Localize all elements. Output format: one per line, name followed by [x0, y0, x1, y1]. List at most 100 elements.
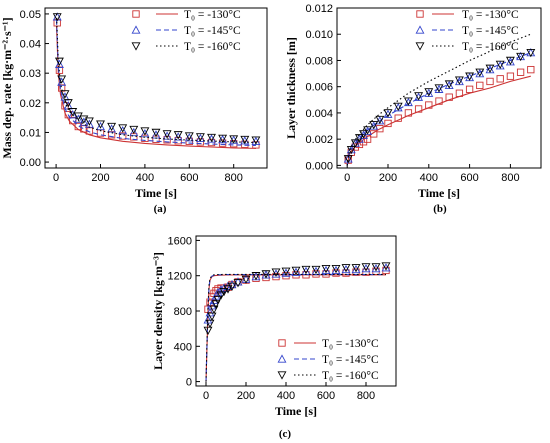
data-point [291, 267, 301, 276]
plot-area [343, 33, 536, 166]
x-tick-label: 600 [180, 172, 198, 184]
data-point [162, 130, 172, 139]
data-point [361, 263, 371, 272]
data-point [465, 85, 474, 93]
data-point [219, 287, 229, 297]
data-point [291, 266, 301, 276]
data-point [60, 90, 70, 99]
data-point [341, 264, 351, 273]
y-tick-label: 400 [174, 341, 192, 353]
data-point [118, 124, 128, 133]
x-tick-label: 400 [277, 390, 295, 402]
data-point [173, 131, 183, 140]
data-point [371, 263, 381, 272]
data-point [251, 136, 261, 145]
data-point [321, 265, 331, 275]
y-tick-label: 0.02 [20, 98, 41, 110]
series-1 [344, 65, 535, 166]
series-2 [343, 47, 536, 166]
data-point [211, 300, 221, 309]
data-point [321, 264, 331, 274]
data-point [301, 265, 311, 275]
data-point [393, 102, 403, 112]
data-point [63, 99, 73, 108]
data-point [107, 124, 117, 133]
data-point [363, 135, 372, 143]
chart-panel-1: 0 200 400 600 800 0.00 0.01 0.02 0.03 0.04 0.05 Tim… [0, 7, 268, 215]
x-axis-label: Time [s] [275, 404, 317, 418]
y-tick-label: 0.002 [305, 134, 333, 146]
y-tick-label: 0.012 [305, 3, 333, 15]
series-line [346, 33, 531, 166]
legend-label: T₀ = -130°C [462, 9, 519, 21]
data-point [486, 77, 494, 86]
legend-marker [277, 354, 287, 363]
data-point [434, 84, 444, 93]
data-point [404, 109, 413, 117]
data-point [68, 110, 78, 119]
data-point [107, 122, 117, 132]
data-point [240, 135, 250, 145]
y-tick-label: 0.006 [305, 82, 333, 94]
y-tick-label: 0.01 [20, 127, 41, 139]
legend: T₀ = -130°C T₀ = -145°C T₀ = -160°C [131, 9, 241, 53]
chart-panel-2: 0 200 400 600 800 0.000 0.002 0.004 0.006 0.008 0.… [284, 3, 542, 215]
data-point [60, 92, 70, 101]
data-point [207, 134, 216, 143]
data-point [213, 295, 223, 305]
legend: T₀ = -130°C T₀ = -145°C T₀ = -160°C [415, 9, 519, 53]
x-axis-label: Time [s] [135, 186, 177, 200]
x-tick-label: 200 [379, 172, 397, 184]
data-point [526, 48, 536, 58]
legend-marker [416, 10, 424, 18]
data-point [414, 105, 423, 113]
data-point [354, 134, 364, 143]
data-point [375, 115, 385, 125]
data-point [207, 133, 216, 143]
data-point [369, 121, 379, 130]
series-line [346, 52, 531, 166]
data-point [118, 126, 128, 135]
data-point [227, 282, 237, 291]
x-tick-label: 200 [91, 172, 109, 184]
y-tick-label: 800 [174, 306, 192, 318]
legend-marker [132, 10, 140, 18]
data-point [455, 89, 464, 97]
data-point [184, 133, 194, 142]
data-point [454, 76, 464, 85]
data-point [205, 319, 215, 329]
legend-label: T₀ = -145°C [322, 354, 379, 366]
plot-frame [336, 7, 542, 169]
data-point [465, 72, 475, 81]
legend-label: T₀ = -130°C [184, 9, 241, 21]
legend-label: T₀ = -130°C [322, 338, 379, 350]
data-point [216, 291, 226, 300]
x-tick-label: 600 [460, 172, 478, 184]
legend-label: T₀ = -145°C [184, 25, 241, 37]
subfigure-label: (b) [433, 203, 447, 215]
data-point [343, 155, 353, 164]
data-point [163, 136, 171, 144]
y-tick-label: 0.010 [305, 29, 333, 41]
data-point [311, 266, 321, 275]
data-point [129, 125, 139, 135]
legend-label: T₀ = -145°C [462, 25, 519, 37]
data-point [485, 64, 495, 73]
data-point [73, 114, 83, 123]
data-point [361, 263, 371, 273]
data-point [54, 59, 64, 68]
data-point [84, 117, 94, 126]
data-point [64, 111, 72, 119]
data-point [414, 92, 424, 101]
x-tick-label: 200 [237, 390, 255, 402]
data-point [216, 285, 226, 294]
data-point [79, 115, 89, 124]
x-tick-label: 400 [136, 172, 154, 184]
data-point [505, 56, 515, 66]
data-point [227, 279, 237, 289]
data-point [281, 267, 291, 276]
data-point [341, 264, 351, 274]
legend-marker [131, 42, 141, 51]
data-point [203, 326, 213, 336]
